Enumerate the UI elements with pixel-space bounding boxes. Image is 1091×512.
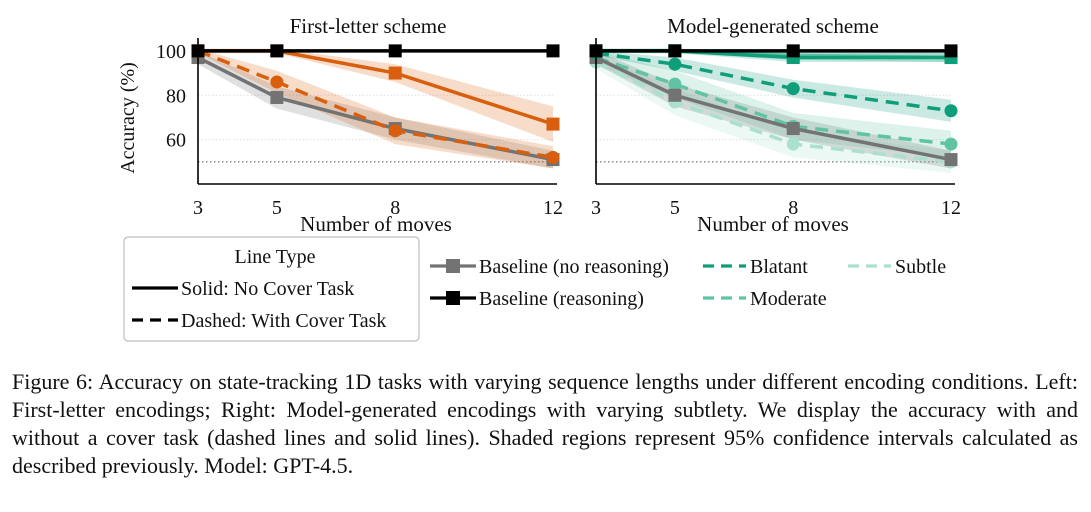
legend-series: Baseline (no reasoning) Baseline (reason… — [430, 256, 946, 310]
series-line — [595, 55, 952, 162]
data-point — [668, 44, 682, 58]
data-point — [270, 90, 284, 104]
y-tick-label: 100 — [156, 41, 186, 63]
x-axis-label-right: Number of moves — [697, 212, 849, 236]
confidence-band — [596, 50, 951, 169]
chart-first-letter-scheme: First-letter scheme 60 80 100 3 5 8 12 — [156, 14, 563, 219]
figure: First-letter scheme 60 80 100 3 5 8 12 Model-g… — [117, 14, 961, 342]
data-point — [388, 66, 402, 80]
data-point — [546, 117, 560, 131]
legend-subtle-label: Subtle — [895, 256, 946, 278]
chart-title: Model-generated scheme — [667, 14, 879, 38]
x-tick-label: 3 — [591, 197, 601, 219]
data-point — [786, 137, 800, 151]
confidence-band — [198, 48, 553, 142]
data-point — [546, 44, 560, 58]
caption-text-suffix: confidence intervals calculated as descr… — [12, 425, 1078, 478]
data-point — [668, 88, 682, 102]
series-line — [197, 55, 554, 162]
data-point — [944, 104, 958, 118]
legend-blatant-label: Blatant — [750, 256, 808, 278]
chart-model-generated-scheme: Model-generated scheme 3 5 8 12 — [589, 14, 961, 219]
data-point — [944, 137, 958, 151]
x-tick-label: 3 — [193, 197, 203, 219]
y-tick-label: 60 — [166, 130, 186, 152]
legend-baseline-no-reasoning-label: Baseline (no reasoning) — [479, 256, 669, 278]
data-point — [546, 150, 560, 164]
legend-solid-label: Solid: No Cover Task — [181, 278, 354, 300]
series-line — [595, 51, 952, 113]
data-point — [668, 57, 682, 71]
legend-line-type: Line Type Solid: No Cover Task Dashed: W… — [123, 236, 420, 342]
figure-caption: Figure 6: Accuracy on state-tracking 1D … — [12, 368, 1078, 480]
data-point — [388, 124, 402, 138]
y-tick-label: 80 — [166, 85, 186, 107]
legend-baseline-no-reasoning-marker — [446, 259, 460, 273]
data-point — [270, 44, 284, 58]
caption-text-prefix: Figure 6: Accuracy on state-tracking 1D … — [12, 369, 1078, 450]
data-point — [668, 77, 682, 91]
data-point — [388, 44, 402, 58]
confidence-band — [198, 48, 553, 169]
x-axis-label-left: Number of moves — [300, 212, 452, 236]
confidence-band — [198, 50, 553, 169]
x-tick-label: 12 — [543, 197, 563, 219]
data-point — [786, 82, 800, 96]
x-tick-label: 12 — [941, 197, 961, 219]
legend-title: Line Type — [235, 246, 316, 268]
data-point — [944, 153, 958, 167]
x-tick-label: 5 — [272, 197, 282, 219]
data-point — [944, 44, 958, 58]
data-point — [270, 75, 284, 89]
legend-baseline-reasoning-marker — [446, 291, 460, 305]
series-line — [197, 49, 554, 160]
legend-moderate-label: Moderate — [750, 288, 827, 310]
caption-number: 95% — [724, 425, 765, 450]
chart-title: First-letter scheme — [290, 14, 447, 38]
legend-frame — [123, 236, 420, 342]
legend-dashed-label: Dashed: With Cover Task — [181, 310, 386, 332]
x-tick-label: 8 — [390, 197, 400, 219]
legend-baseline-reasoning-label: Baseline (reasoning) — [479, 288, 644, 310]
data-point — [786, 44, 800, 58]
x-tick-label: 5 — [670, 197, 680, 219]
series-line — [595, 60, 952, 164]
confidence-band — [596, 50, 951, 122]
confidence-band — [596, 50, 951, 158]
y-axis-label: Accuracy (%) — [117, 62, 139, 174]
data-point — [786, 122, 800, 136]
x-tick-label: 8 — [788, 197, 798, 219]
